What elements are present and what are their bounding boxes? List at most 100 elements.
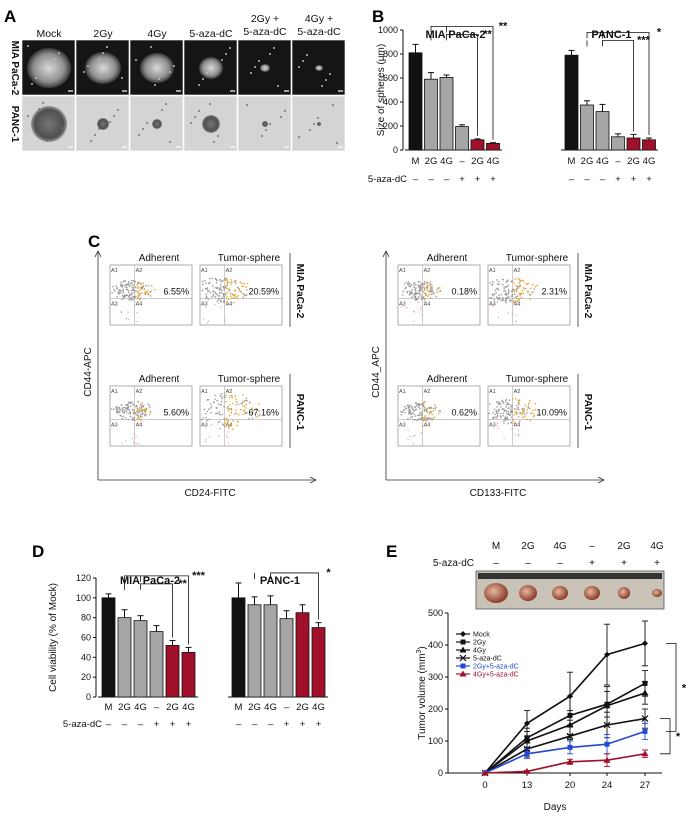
flow-event xyxy=(500,416,502,418)
flow-event xyxy=(117,407,119,409)
flow-event xyxy=(414,299,417,301)
cell-dot xyxy=(90,140,92,142)
cell-dot xyxy=(306,54,308,56)
significance-marker: * xyxy=(657,26,662,38)
flow-event xyxy=(209,403,212,405)
flow-event xyxy=(136,418,139,420)
flow-event xyxy=(430,297,432,299)
series-marker xyxy=(603,702,611,709)
flow-event xyxy=(127,283,129,286)
flow-event xyxy=(407,283,409,286)
tumor-sphere xyxy=(317,122,321,126)
quadrant-label: A2 xyxy=(514,389,521,395)
flow-event xyxy=(246,282,249,285)
flow-event xyxy=(508,290,510,293)
flow-event xyxy=(114,290,116,293)
flow-event xyxy=(517,433,520,436)
quadrant-label: A4 xyxy=(424,302,431,308)
flow-event xyxy=(514,433,516,436)
panel-label-e: E xyxy=(386,542,397,561)
flow-event xyxy=(501,283,504,286)
category-label: 4G xyxy=(440,156,453,167)
flow-event xyxy=(507,412,510,415)
flow-event xyxy=(413,311,415,313)
tumor-specimen xyxy=(584,586,600,600)
flow-event xyxy=(413,419,415,421)
flow-event xyxy=(134,280,136,283)
flow-event xyxy=(242,413,244,416)
flow-event xyxy=(418,289,421,292)
flow-event xyxy=(220,281,222,283)
flow-event xyxy=(207,298,210,301)
flow-event xyxy=(498,409,501,412)
flow-event xyxy=(138,442,140,444)
flow-event xyxy=(147,403,149,405)
flow-event xyxy=(122,415,124,418)
flow-event xyxy=(414,287,417,289)
flow-event xyxy=(257,415,260,417)
y-tick-label: 300 xyxy=(428,672,443,682)
flow-event xyxy=(496,424,498,426)
flow-event xyxy=(212,290,215,293)
flow-event xyxy=(132,286,135,288)
bar xyxy=(181,651,196,698)
aza-sign: + xyxy=(459,174,465,185)
flow-event xyxy=(240,291,243,294)
flow-event xyxy=(228,289,231,292)
flow-event xyxy=(523,410,525,413)
flow-event xyxy=(229,295,232,297)
flow-event xyxy=(125,440,127,442)
bar xyxy=(133,620,148,698)
bar xyxy=(642,139,656,151)
flow-event xyxy=(510,421,513,424)
flow-event xyxy=(136,284,139,286)
flow-event xyxy=(112,285,114,288)
flow-event xyxy=(411,411,414,414)
flow-event xyxy=(423,286,425,288)
flow-event xyxy=(415,408,418,411)
flow-event xyxy=(432,407,435,410)
flow-event xyxy=(227,409,230,412)
bar xyxy=(611,136,625,151)
flow-event xyxy=(217,297,220,300)
flow-event xyxy=(502,297,504,299)
flow-event xyxy=(228,396,231,399)
flow-event xyxy=(149,295,152,297)
flow-event xyxy=(223,405,225,408)
flow-event xyxy=(123,412,126,415)
flow-event xyxy=(426,295,429,298)
flow-row-label: MIA PaCa-2 xyxy=(582,264,593,319)
flow-event xyxy=(504,300,507,303)
cell-dot xyxy=(209,103,211,105)
flow-event xyxy=(132,442,135,444)
flow-event xyxy=(495,417,497,419)
cell-dot xyxy=(94,134,96,136)
flow-event xyxy=(135,443,137,445)
flow-event xyxy=(410,416,412,419)
aza-sign: + xyxy=(646,174,652,185)
cell-dot xyxy=(225,53,227,55)
series-marker xyxy=(641,689,649,696)
flow-event xyxy=(511,398,514,400)
flow-event xyxy=(426,407,429,410)
flow-event xyxy=(132,412,135,415)
flow-event xyxy=(507,413,509,416)
flow-event xyxy=(508,407,510,409)
flow-event xyxy=(208,282,211,284)
quadrant-percentage: 0.18% xyxy=(451,287,477,297)
flow-event xyxy=(534,408,537,411)
bar xyxy=(279,618,294,698)
flow-event xyxy=(422,420,425,422)
flow-event xyxy=(245,399,247,402)
cell-dot xyxy=(213,141,215,143)
flow-event xyxy=(205,416,208,419)
flow-event xyxy=(407,438,409,441)
flow-event xyxy=(413,443,415,445)
flow-event xyxy=(514,408,516,410)
flow-event xyxy=(412,310,415,312)
flow-event xyxy=(517,301,520,303)
cell-dot xyxy=(250,72,252,74)
flow-plot-frame xyxy=(199,385,283,447)
flow-event xyxy=(428,291,431,293)
flow-row-label: PANC-1 xyxy=(582,394,593,431)
